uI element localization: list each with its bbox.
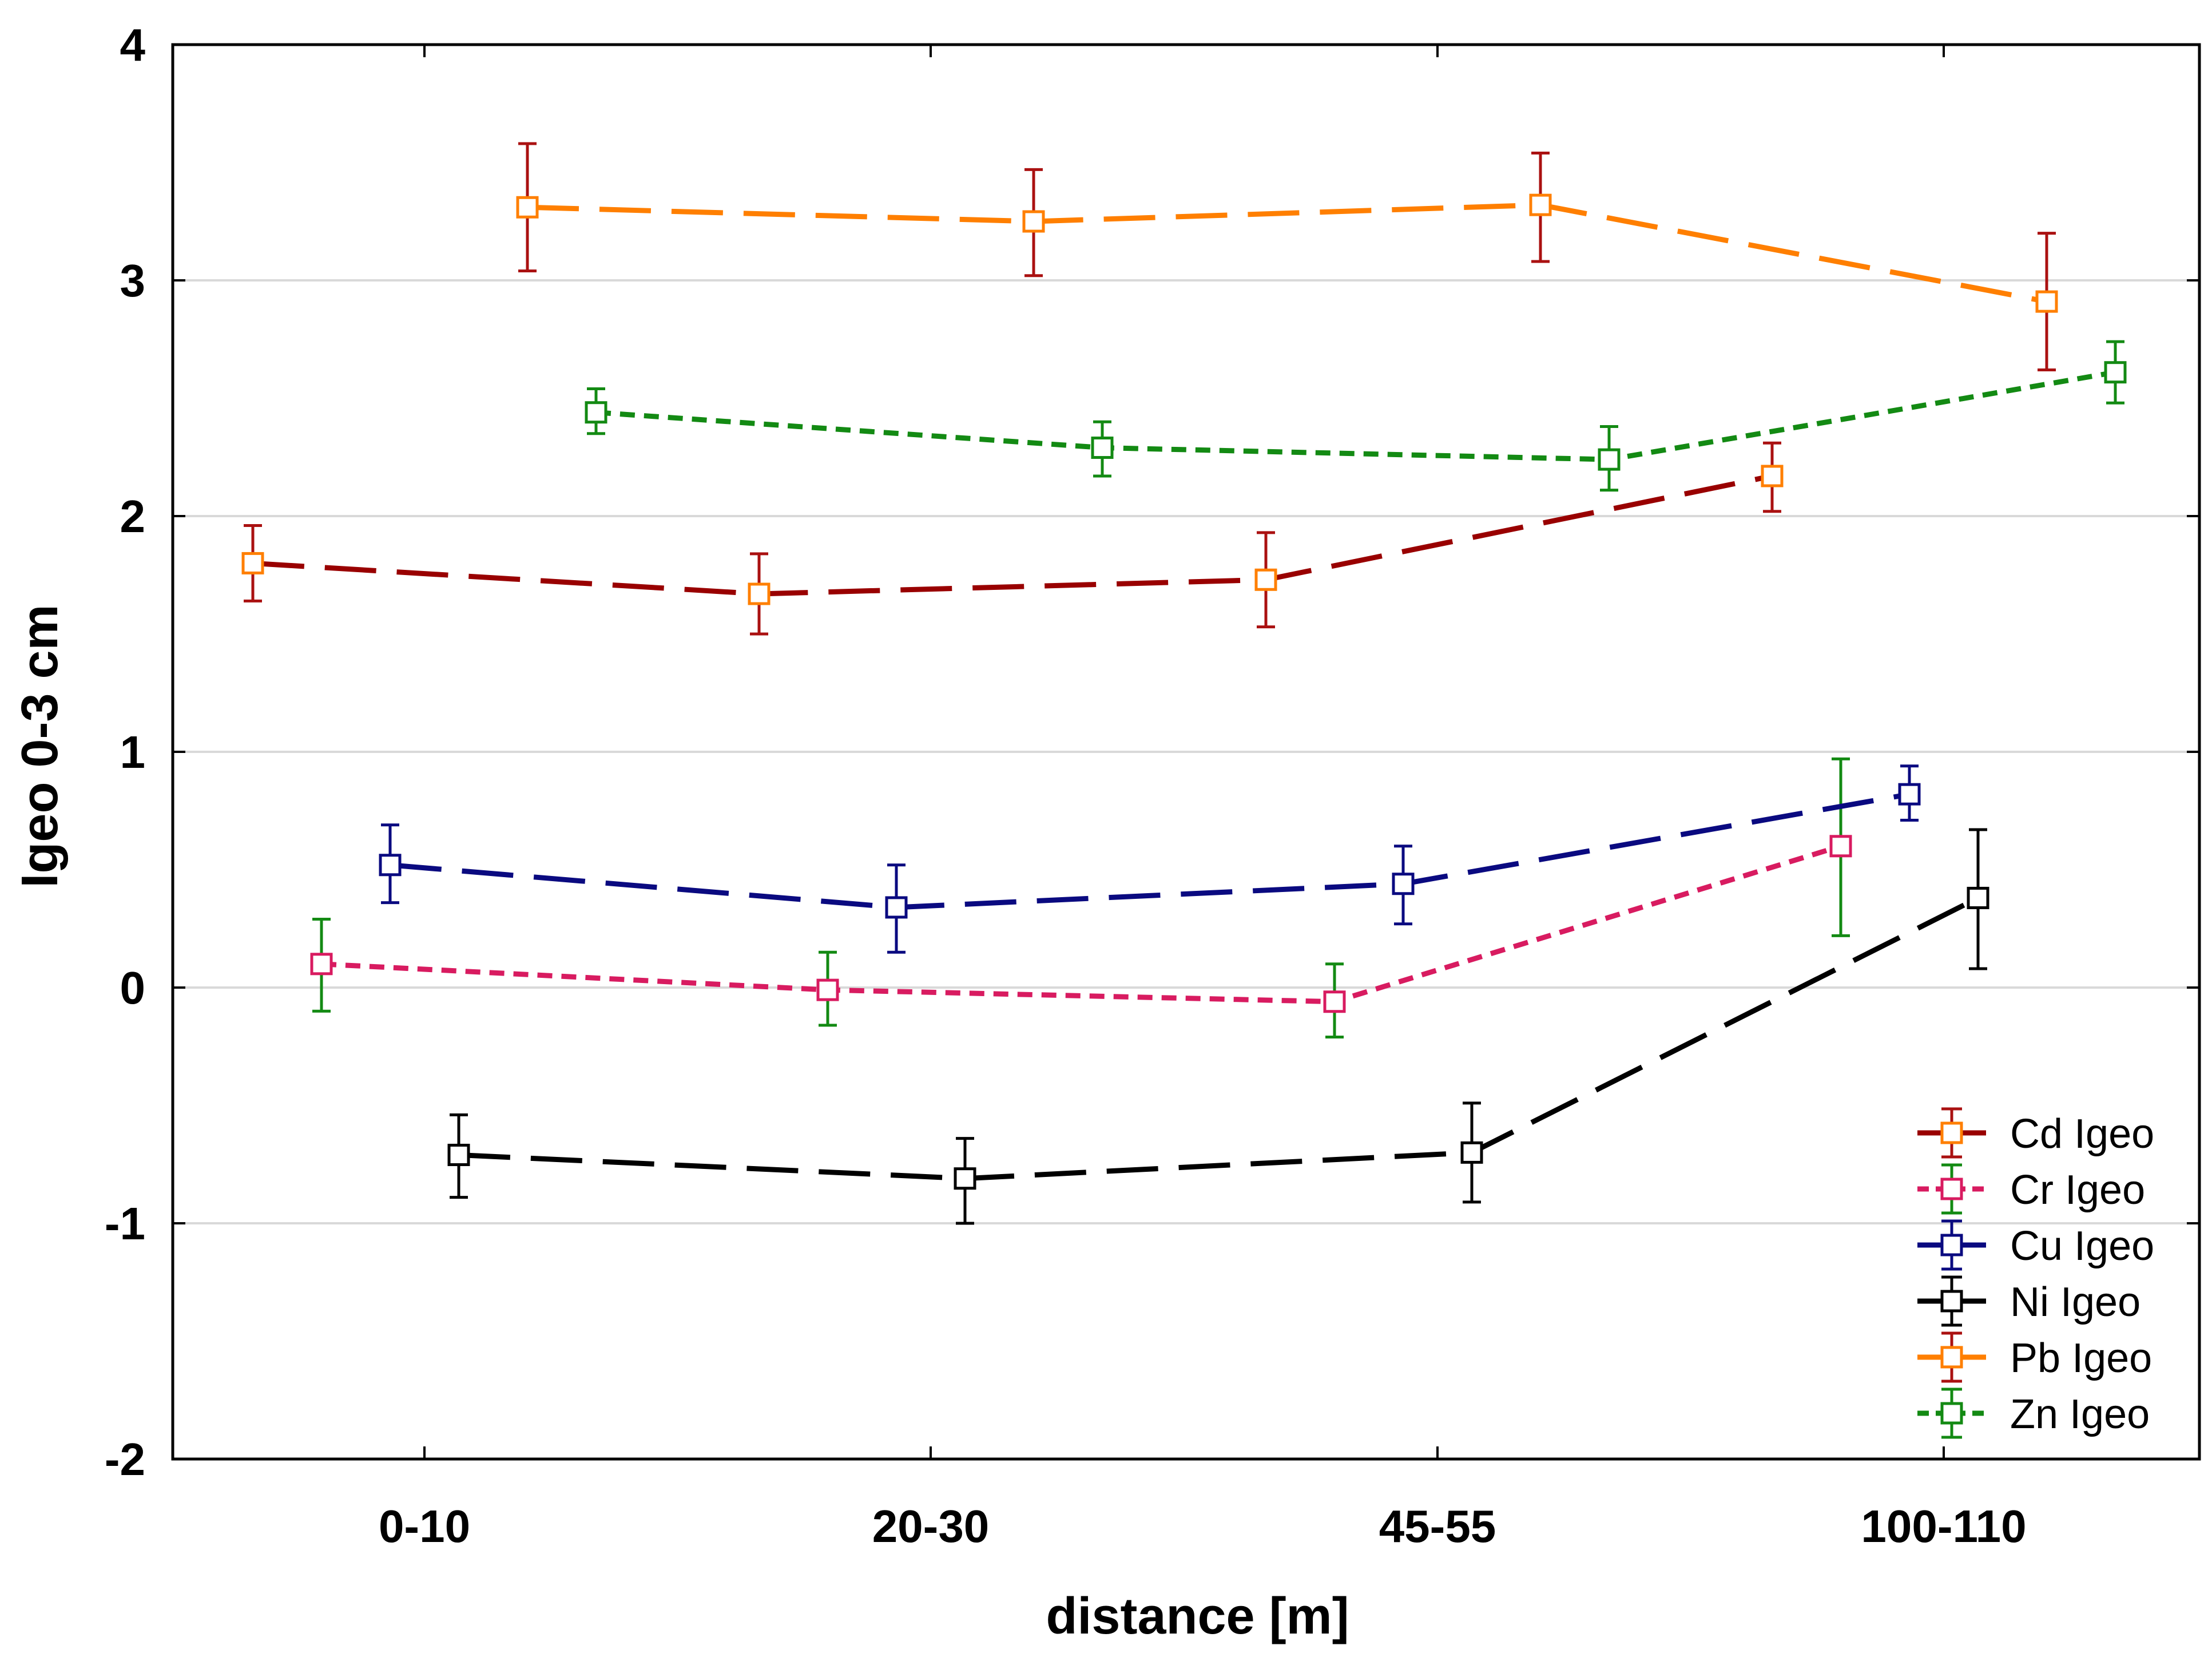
data-point	[1898, 783, 1921, 806]
x-tick-label: 0-10	[379, 1501, 470, 1552]
data-point	[1598, 448, 1621, 471]
series-cr-igeo	[310, 757, 1852, 1039]
legend-marker	[1940, 1178, 1963, 1200]
series-zn-igeo	[585, 340, 2127, 492]
series-pb-igeo	[516, 142, 2058, 372]
legend-label: Ni Igeo	[2010, 1279, 2140, 1325]
data-point	[1529, 193, 1552, 216]
series-line	[390, 791, 1910, 910]
data-point	[816, 978, 839, 1001]
data-point	[516, 196, 539, 219]
legend-label: Cd Igeo	[2010, 1111, 2154, 1157]
legend-item: Ni Igeo	[1917, 1275, 2140, 1327]
data-point	[241, 552, 264, 574]
series-line	[595, 370, 2116, 462]
y-tick-label: 0	[120, 962, 146, 1013]
legend-marker	[1940, 1290, 1963, 1313]
legend-label: Zn Igeo	[2010, 1392, 2150, 1437]
legend: Cd Igeo Cr Igeo Cu Igeo Ni Igeo Pb Igeo Zn Ig…	[1917, 1107, 2154, 1439]
data-point	[1761, 465, 1784, 487]
series-line	[252, 473, 1773, 597]
data-point	[885, 896, 908, 919]
legend-marker	[1940, 1234, 1963, 1256]
y-tick-label: 3	[120, 255, 146, 306]
data-point	[310, 953, 333, 976]
data-point	[379, 854, 402, 877]
data-point	[1829, 835, 1852, 858]
legend-item: Pb Igeo	[1917, 1331, 2152, 1383]
data-point	[954, 1167, 976, 1190]
y-tick-label: 4	[120, 19, 146, 70]
legend-label: Cu Igeo	[2010, 1223, 2154, 1269]
legend-item: Cu Igeo	[1917, 1219, 2154, 1271]
y-tick-label: 1	[120, 727, 146, 778]
y-tick-label: -1	[105, 1198, 145, 1249]
legend-marker	[1940, 1346, 1963, 1369]
legend-label: Pb Igeo	[2010, 1335, 2152, 1381]
series-line	[458, 895, 1980, 1182]
data-point	[1323, 990, 1346, 1013]
legend-marker	[1940, 1402, 1963, 1425]
legend-item: Zn Igeo	[1917, 1388, 2150, 1439]
data-point	[447, 1144, 470, 1167]
data-point	[585, 401, 607, 424]
legend-label: Cr Igeo	[2010, 1167, 2145, 1213]
data-point	[1392, 873, 1415, 895]
series-line	[321, 843, 1842, 1005]
series-cu-igeo	[379, 764, 1921, 954]
series-line	[527, 202, 2047, 304]
y-axis-title: Igeo 0-3 cm	[11, 604, 69, 887]
y-tick-label: -2	[105, 1434, 145, 1485]
data-point	[1967, 886, 1989, 909]
data-point	[2035, 290, 2058, 313]
data-point	[1022, 210, 1045, 233]
legend-item: Cd Igeo	[1917, 1107, 2154, 1159]
series-cd-igeo	[241, 441, 1784, 636]
legend-marker	[1940, 1121, 1963, 1144]
legend-item: Cr Igeo	[1917, 1163, 2145, 1215]
data-point	[1254, 568, 1277, 591]
x-tick-label: 45-55	[1379, 1501, 1496, 1552]
data-point	[2104, 361, 2127, 384]
x-tick-label: 100-110	[1861, 1501, 2026, 1552]
data-point	[1460, 1141, 1483, 1164]
data-point	[748, 582, 771, 605]
x-axis-title: distance [m]	[1046, 1588, 1349, 1645]
x-tick-label: 20-30	[872, 1501, 990, 1552]
data-point	[1091, 437, 1114, 459]
y-tick-label: 2	[120, 491, 146, 542]
series-ni-igeo	[447, 828, 1989, 1225]
